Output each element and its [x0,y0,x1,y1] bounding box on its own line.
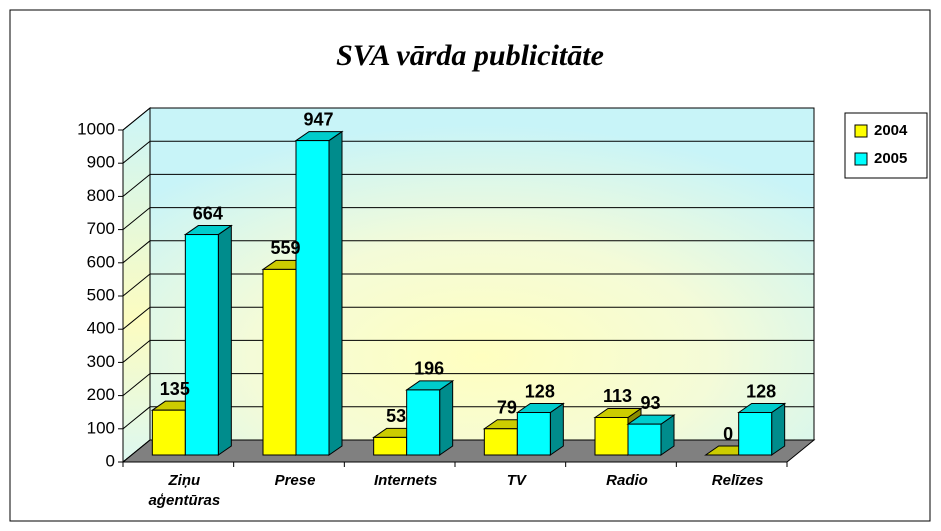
value-label: 128 [746,381,776,401]
y-tick-label: 1000 [77,119,115,138]
x-tick-label: Relīzes [711,472,764,489]
x-tick-label: Prese [274,472,316,489]
chart-title: SVA vārda publicitāte [336,39,604,72]
y-tick-label: 100 [87,418,115,437]
x-tick-label: Radio [606,472,648,489]
bar [626,414,676,456]
legend-label: 2004 [874,122,908,139]
legend-swatch [854,124,868,138]
value-label: 128 [525,381,555,401]
grid-line [122,339,814,363]
y-tick-label: 300 [87,352,115,371]
x-tick-label: TV [506,472,526,489]
bar-front [738,412,773,456]
bar-front [373,436,408,456]
value-label: 196 [414,359,444,379]
legend-swatch [854,152,868,166]
bar-side [217,224,232,456]
bar-front [594,416,629,456]
bar-front [262,268,297,456]
y-tick-label: 500 [87,285,115,304]
bar [405,379,455,456]
y-tick-label: 800 [87,186,115,205]
grid-line [122,306,814,330]
value-label: 664 [193,203,223,223]
grid-line [122,273,814,297]
bar-front [516,412,551,456]
value-label: 79 [497,398,517,418]
bar-front [483,428,518,456]
grid-line [122,173,814,197]
grid-line [122,207,814,230]
y-tick-label: 200 [87,385,115,404]
value-label: 0 [723,424,733,444]
y-tick-label: 400 [87,319,115,338]
bar-side [439,379,454,456]
bar-front [151,409,186,456]
y-tick-label: 700 [87,219,115,238]
value-label: 135 [160,379,190,399]
x-tick-label: Internets [373,472,438,489]
bar-front [406,389,441,456]
value-label: 559 [270,238,300,258]
value-label: 53 [386,406,406,426]
bar-side [328,130,343,456]
y-tick-label: 0 [106,451,115,470]
value-label: 93 [640,393,660,413]
grid-line [122,107,814,131]
bar-front [627,423,662,456]
x-tick-label: Ziņu aģentūras [148,472,221,509]
bar-front [184,234,219,456]
bar [294,130,344,456]
grid-line [122,406,814,430]
bar-front [295,140,330,456]
bar [737,402,787,456]
bar [515,402,565,456]
legend-label: 2005 [874,150,907,167]
legend [844,112,928,179]
bar [183,224,233,456]
value-label: 113 [603,386,632,406]
grid-line [122,240,814,264]
y-tick-label: 900 [87,153,115,172]
y-tick-label: 600 [87,252,115,271]
grid-line [122,373,814,396]
grid-line [122,439,814,463]
grid-line [122,140,814,164]
value-label: 947 [303,109,333,129]
